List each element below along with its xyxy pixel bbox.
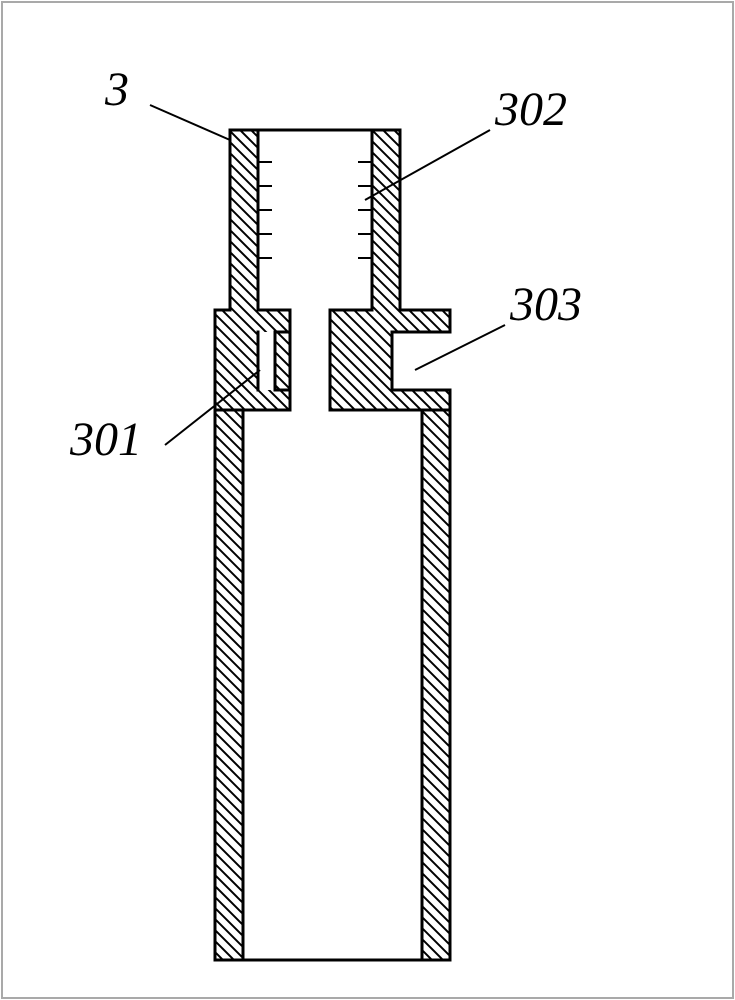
part-outline <box>215 130 450 960</box>
diagram-frame <box>2 2 733 998</box>
section-hatching <box>0 0 735 1000</box>
thread-dashes <box>258 162 372 258</box>
callout-3: 3 <box>104 63 129 116</box>
callout-303: 303 <box>509 278 582 331</box>
callout-301: 301 <box>69 413 142 466</box>
callout-302: 302 <box>494 83 567 136</box>
technical-diagram: 3 301 302 303 <box>0 0 735 1000</box>
leader-lines <box>150 105 505 445</box>
